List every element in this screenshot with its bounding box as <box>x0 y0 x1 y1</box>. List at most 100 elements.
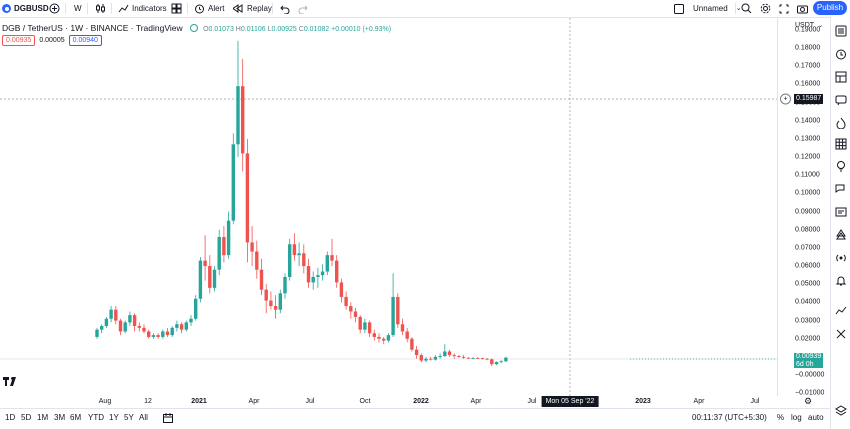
candle-down <box>250 242 254 252</box>
snapshot-button[interactable] <box>797 2 808 15</box>
candle-up <box>170 327 174 336</box>
price-tick-label: 0.17000 <box>795 62 821 70</box>
range-1d-button[interactable]: 1D <box>5 413 16 422</box>
layout-menu-button[interactable]: Unnamed ⌄ <box>674 2 742 15</box>
candle-down <box>208 266 212 288</box>
chart-type-button[interactable] <box>95 2 106 15</box>
search-button[interactable] <box>741 2 752 15</box>
interval-button[interactable]: W <box>74 2 82 15</box>
alarm-clock-icon[interactable] <box>835 48 847 60</box>
time-label: 2023 <box>635 398 651 405</box>
sell-price-button[interactable]: 0.00935 <box>2 35 36 46</box>
time-label: Jul <box>527 398 537 405</box>
screener-icon[interactable] <box>835 206 847 218</box>
alert-button[interactable]: Alert <box>194 2 224 15</box>
candle-down <box>156 335 160 337</box>
compare-add-button[interactable] <box>49 2 60 15</box>
range-1y-button[interactable]: 1Y <box>109 413 119 422</box>
time-label: Apr <box>470 398 482 405</box>
spread-value: 0.00005 <box>39 37 65 44</box>
candle-up <box>231 144 235 221</box>
auto-toggle[interactable]: auto <box>808 413 824 422</box>
indicators-button[interactable]: Indicators <box>118 2 167 15</box>
hotlist-icon[interactable] <box>835 117 847 130</box>
candle-down <box>447 351 452 356</box>
settings-button[interactable] <box>760 2 771 15</box>
ideas-lightbulb-icon[interactable] <box>835 160 847 172</box>
price-tick-label: 0.18000 <box>795 44 821 52</box>
replay-label: Replay <box>247 4 272 13</box>
candle-up <box>123 322 127 332</box>
price-tick-label: 0.16000 <box>795 80 821 88</box>
candle-down <box>372 333 376 337</box>
candle-down <box>179 324 184 330</box>
tradingview-logo[interactable] <box>3 377 17 388</box>
range-6m-button[interactable]: 6M <box>70 413 82 422</box>
podcast-icon[interactable] <box>835 252 847 264</box>
log-toggle[interactable]: log <box>791 413 802 422</box>
percent-toggle[interactable]: % <box>777 413 785 422</box>
chat-icon[interactable] <box>835 94 847 106</box>
fullscreen-button[interactable] <box>779 2 789 15</box>
timezone-clock[interactable]: 00:11:37 (UTC+5:30) <box>692 413 767 422</box>
range-5y-button[interactable]: 5Y <box>124 413 134 422</box>
pine-icon[interactable] <box>835 229 847 241</box>
range-3m-button[interactable]: 3M <box>54 413 66 422</box>
streams-chat-icon[interactable] <box>835 183 847 195</box>
undo-button[interactable] <box>280 2 290 15</box>
replay-button[interactable]: Replay <box>233 2 272 15</box>
dom-icon[interactable] <box>835 328 847 340</box>
candle-down <box>461 356 466 358</box>
price-tick-label: −0.00000 <box>795 371 825 379</box>
candle-up <box>311 276 315 283</box>
divider <box>272 3 273 14</box>
add-alert-plus-icon[interactable]: + <box>780 93 791 105</box>
bar-countdown: 6d 0h <box>796 360 814 368</box>
redo-button[interactable] <box>298 2 308 15</box>
buy-price-button[interactable]: 0.00940 <box>68 35 102 46</box>
candle-down <box>339 282 344 297</box>
publish-button[interactable]: Publish <box>813 1 847 15</box>
price-tick-label: 0.14000 <box>795 117 821 125</box>
range-1m-button[interactable]: 1M <box>37 413 49 422</box>
candle-down <box>377 336 381 339</box>
open-label: O <box>203 26 209 33</box>
candle-up <box>433 356 438 360</box>
price-tick-label: 0.05000 <box>795 280 821 288</box>
bottom-toolbar: 1D 5D 1M 3M 6M YTD 1Y 5Y All 00:11:37 (U… <box>0 408 830 429</box>
interval-label: W <box>74 4 82 13</box>
goto-date-button[interactable] <box>163 413 173 425</box>
calendar-grid-icon[interactable] <box>835 138 847 150</box>
range-all-button[interactable]: All <box>139 413 148 422</box>
range-5d-button[interactable]: 5D <box>21 413 32 422</box>
candle-up <box>363 322 367 330</box>
layers-icon[interactable] <box>835 405 847 417</box>
currency-dropdown[interactable]: USDT <box>795 22 815 29</box>
candle-up <box>499 361 503 363</box>
replay-icon <box>233 4 243 13</box>
eye-icon[interactable] <box>189 24 198 32</box>
candle-up <box>391 296 395 336</box>
scale-settings-gear-icon[interactable]: ⚙ <box>804 396 813 406</box>
candle-up <box>471 358 475 359</box>
divider <box>187 3 188 14</box>
time-axis[interactable]: Aug 12 2021 Apr Jul Oct 2022 Apr Jul 202… <box>0 396 777 408</box>
candle-up <box>189 318 193 323</box>
data-window-icon[interactable] <box>835 71 847 83</box>
alarm-clock-icon <box>195 4 204 14</box>
watchlist-icon[interactable] <box>835 25 847 37</box>
divider <box>111 3 112 14</box>
time-label: Jul <box>305 398 315 405</box>
symbol-search-button[interactable]: DGBUSD <box>2 2 49 15</box>
chart-pane[interactable] <box>0 18 777 396</box>
trading-panel-icon[interactable] <box>835 305 847 317</box>
notifications-bell-icon[interactable] <box>835 275 847 287</box>
candle-down <box>292 244 297 256</box>
current-price-value: 0.00939 <box>796 353 822 360</box>
templates-button[interactable] <box>171 2 182 15</box>
candle-down <box>142 327 146 332</box>
change-value: +0.00010 (+0.93%) <box>331 26 392 33</box>
range-ytd-button[interactable]: YTD <box>88 413 104 422</box>
crosshair-date-label: Mon 05 Sep '22 <box>541 396 599 407</box>
price-scale[interactable]: USDT ⌄ 0.190000.180000.170000.160000.150… <box>777 18 831 397</box>
